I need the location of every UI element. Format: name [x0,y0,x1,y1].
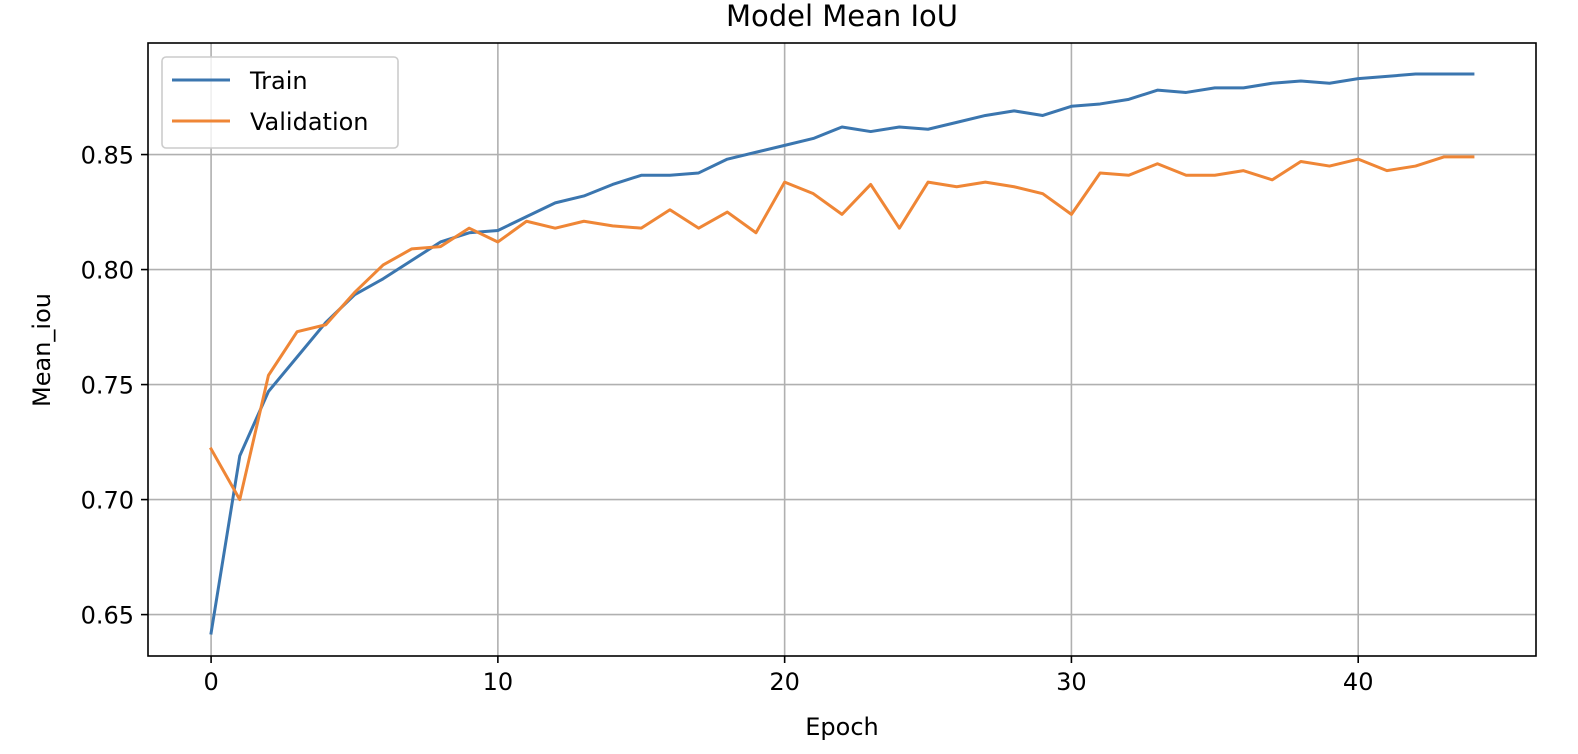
y-tick-label: 0.75 [81,372,134,400]
x-tick-label: 10 [483,668,514,696]
plot-frame [147,42,1537,657]
y-axis-ticks: 0.65 0.70 0.75 0.80 0.85 [81,142,148,630]
y-tick-label: 0.65 [81,602,134,630]
series-line-train [209,72,1475,635]
x-tick-label: 40 [1343,668,1374,696]
x-axis-label: Epoch [805,713,879,741]
legend: Train Validation [161,56,399,149]
x-axis-ticks: 0 10 20 30 40 [203,656,1373,696]
y-axis-label: Mean_iou [28,293,56,407]
y-tick-label: 0.80 [81,257,134,285]
x-tick-label: 20 [769,668,800,696]
series-layer [209,72,1475,635]
y-tick-label: 0.70 [81,487,134,515]
chart-title: Model Mean IoU [726,0,958,33]
legend-label-train: Train [249,67,308,95]
x-tick-label: 0 [203,668,218,696]
series-line-validation [209,155,1475,502]
legend-label-validation: Validation [250,108,369,136]
y-tick-label: 0.85 [81,142,134,170]
x-tick-label: 30 [1056,668,1087,696]
